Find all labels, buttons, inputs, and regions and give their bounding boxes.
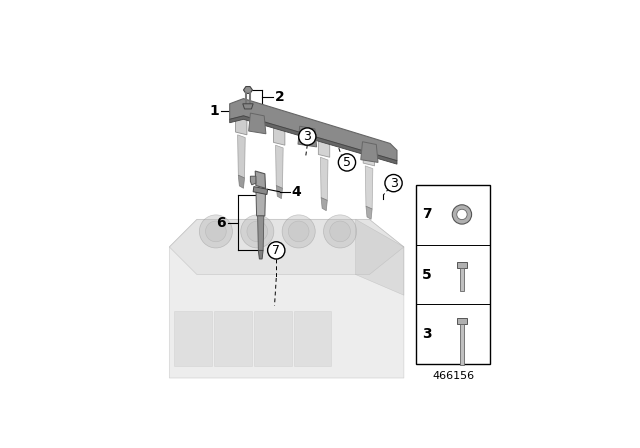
- Polygon shape: [258, 216, 264, 250]
- Text: 7: 7: [272, 244, 280, 257]
- FancyBboxPatch shape: [416, 185, 490, 364]
- Circle shape: [199, 215, 232, 248]
- Polygon shape: [250, 176, 256, 185]
- Polygon shape: [321, 157, 328, 200]
- Circle shape: [247, 221, 268, 242]
- Text: 4: 4: [291, 185, 301, 199]
- Text: 3: 3: [422, 327, 432, 341]
- Circle shape: [385, 174, 402, 192]
- Polygon shape: [170, 220, 404, 275]
- Text: 3: 3: [303, 130, 311, 143]
- Polygon shape: [276, 145, 283, 188]
- Circle shape: [205, 221, 226, 242]
- Text: 466156: 466156: [432, 371, 474, 381]
- Text: 7: 7: [422, 207, 432, 221]
- FancyBboxPatch shape: [214, 311, 252, 366]
- Circle shape: [457, 209, 467, 220]
- FancyBboxPatch shape: [294, 311, 332, 366]
- Circle shape: [339, 154, 356, 171]
- Polygon shape: [237, 135, 245, 178]
- FancyBboxPatch shape: [175, 311, 212, 366]
- Text: 5: 5: [343, 156, 351, 169]
- Polygon shape: [236, 116, 247, 135]
- Polygon shape: [365, 166, 373, 209]
- Polygon shape: [253, 186, 268, 194]
- Text: 3: 3: [390, 177, 397, 190]
- Circle shape: [282, 215, 316, 248]
- Polygon shape: [170, 220, 404, 378]
- Circle shape: [289, 221, 309, 242]
- Polygon shape: [255, 171, 266, 188]
- Polygon shape: [457, 318, 467, 324]
- Polygon shape: [276, 185, 282, 198]
- FancyBboxPatch shape: [254, 311, 292, 366]
- Text: 2: 2: [275, 90, 284, 104]
- Circle shape: [299, 128, 316, 145]
- Polygon shape: [298, 126, 317, 147]
- Polygon shape: [243, 104, 253, 109]
- Circle shape: [241, 215, 274, 248]
- Circle shape: [323, 215, 356, 248]
- Polygon shape: [230, 116, 397, 164]
- Polygon shape: [366, 206, 372, 220]
- Polygon shape: [238, 175, 244, 188]
- Polygon shape: [356, 220, 404, 295]
- Polygon shape: [460, 324, 465, 365]
- Text: 5: 5: [422, 267, 432, 281]
- Polygon shape: [363, 147, 374, 166]
- Circle shape: [452, 205, 472, 224]
- Polygon shape: [318, 138, 330, 157]
- Polygon shape: [249, 113, 266, 134]
- Polygon shape: [361, 142, 378, 163]
- Polygon shape: [259, 250, 263, 259]
- Polygon shape: [230, 99, 397, 161]
- Circle shape: [268, 242, 285, 259]
- Polygon shape: [273, 126, 285, 145]
- Polygon shape: [460, 268, 465, 291]
- Polygon shape: [321, 198, 327, 211]
- Circle shape: [330, 221, 351, 242]
- Polygon shape: [256, 188, 266, 216]
- Text: 6: 6: [216, 216, 226, 230]
- Polygon shape: [457, 263, 467, 268]
- Text: 1: 1: [209, 103, 220, 118]
- Polygon shape: [243, 86, 252, 94]
